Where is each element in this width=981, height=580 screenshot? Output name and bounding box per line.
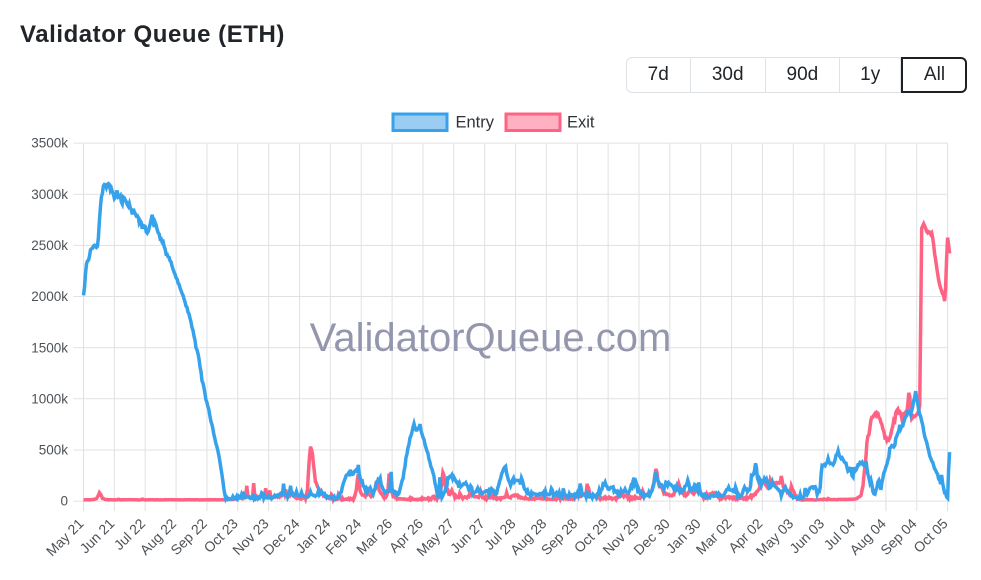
svg-text:2500k: 2500k (31, 238, 68, 253)
svg-text:Mar 26: Mar 26 (353, 515, 395, 557)
svg-text:3000k: 3000k (31, 187, 68, 202)
svg-text:Exit: Exit (567, 114, 595, 132)
svg-text:1000k: 1000k (31, 391, 68, 406)
svg-text:Jun 03: Jun 03 (786, 515, 827, 556)
svg-text:Entry: Entry (456, 114, 495, 132)
svg-text:500k: 500k (39, 443, 69, 458)
svg-text:3500k: 3500k (31, 136, 68, 151)
svg-text:Jun 27: Jun 27 (447, 515, 488, 556)
svg-text:Oct 05: Oct 05 (910, 515, 951, 556)
svg-text:ValidatorQueue.com: ValidatorQueue.com (310, 316, 672, 360)
svg-text:2000k: 2000k (31, 289, 68, 304)
svg-text:Jun 21: Jun 21 (76, 515, 117, 556)
svg-text:May 21: May 21 (43, 515, 87, 559)
svg-text:0: 0 (60, 494, 68, 509)
svg-text:Mar 02: Mar 02 (693, 515, 735, 557)
svg-text:1500k: 1500k (31, 340, 68, 355)
